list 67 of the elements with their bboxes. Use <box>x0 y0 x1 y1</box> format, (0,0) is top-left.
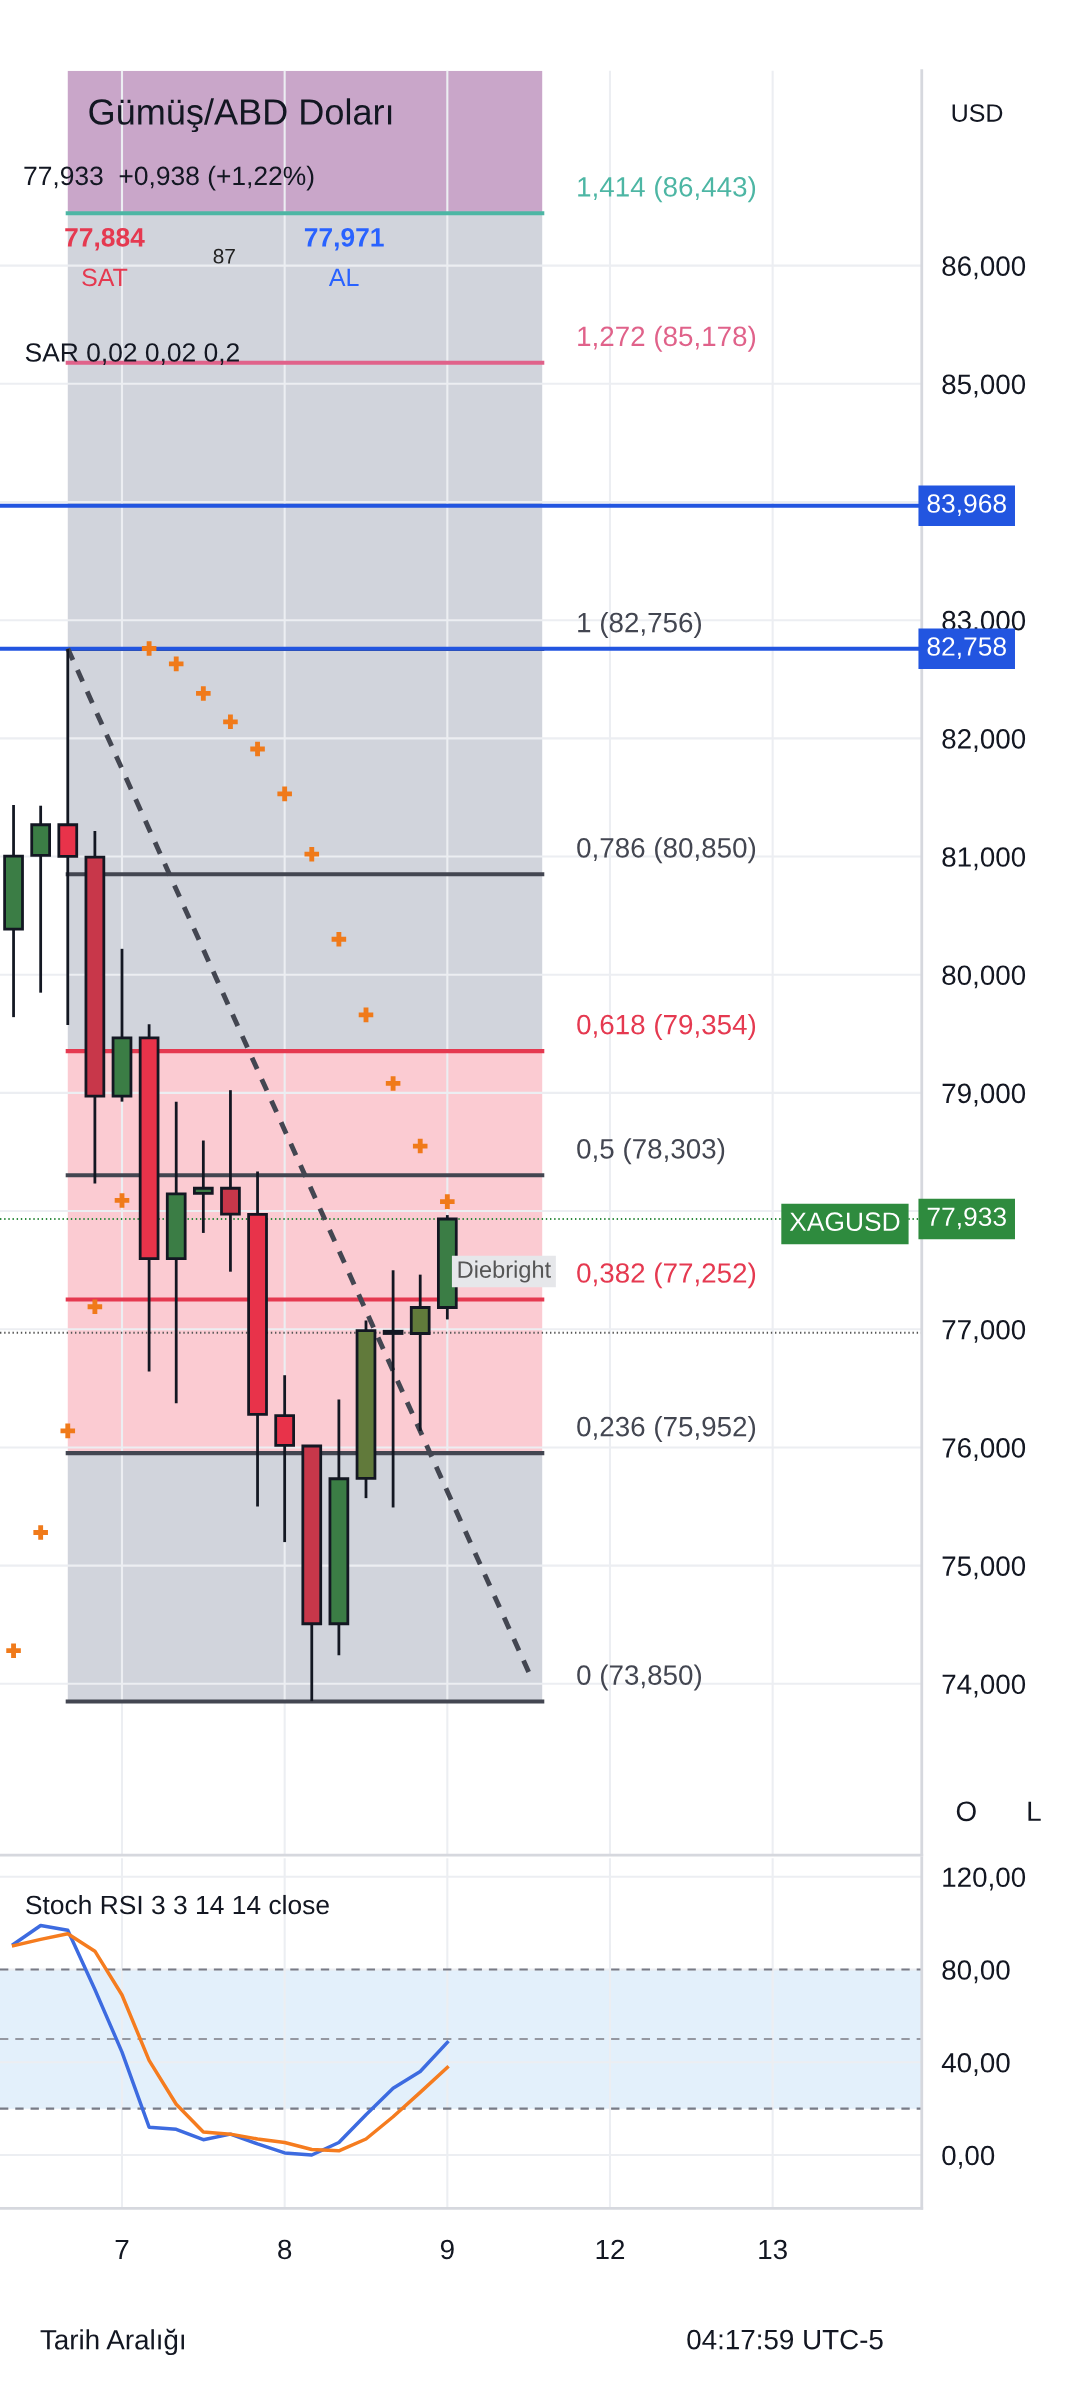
y-tick-label: 76,000 <box>942 1438 1026 1462</box>
y-tick-label: 80,00 <box>942 1960 1010 1984</box>
point <box>60 1423 76 1439</box>
y-tick-label: 81,000 <box>942 847 1026 871</box>
x-tick-label: 8 <box>278 2239 292 2260</box>
ref-line-label: 1,414 (86,443) <box>578 176 756 203</box>
text: Gümüş/ABD Doları <box>89 98 392 133</box>
annotation: SAR 0,02 0,02 0,2 <box>25 343 239 365</box>
text: USD <box>952 104 1003 122</box>
point <box>6 1643 21 1658</box>
point <box>33 1525 48 1540</box>
ref-line-label: 0,5 (78,303) <box>577 1138 725 1165</box>
text: 77,933 +0,938 (+1,22%) <box>24 165 314 191</box>
point <box>358 1007 374 1023</box>
ref-line-label: 83,968 <box>927 494 1006 516</box>
text: O <box>956 1801 976 1822</box>
annotation: AL <box>328 268 359 286</box>
ref-line-label: 1,272 (85,178) <box>578 325 756 352</box>
point <box>277 786 292 802</box>
annotation: 87 <box>213 248 235 264</box>
point <box>331 931 347 947</box>
y-tick-label: 0,00 <box>942 2145 995 2169</box>
ref-line-label: 0,786 (80,850) <box>577 837 756 864</box>
annotation: Diebright <box>458 1260 551 1283</box>
ref-line-label: 0,236 (75,952) <box>577 1416 756 1442</box>
y-tick-label: 82,000 <box>942 729 1026 752</box>
text: Stoch RSI 3 3 14 14 close <box>26 1894 329 1915</box>
point <box>87 1299 103 1315</box>
annotation: 77,884 <box>65 227 145 251</box>
y-tick-label: 75,000 <box>942 1556 1026 1580</box>
y-tick-label: 74,000 <box>942 1674 1026 1698</box>
point <box>141 641 157 656</box>
point <box>385 1076 401 1091</box>
y-tick-label: 40,00 <box>941 2052 1010 2076</box>
point <box>412 1138 428 1154</box>
ref-line-label: 1 (82,756) <box>578 612 702 638</box>
annotation: 77,971 <box>304 227 384 251</box>
y-tick-label: 85,000 <box>942 374 1026 398</box>
ref-line-label: 0,382 (77,252) <box>577 1262 756 1289</box>
x-tick-label: 12 <box>596 2239 625 2260</box>
candlestick <box>57 647 79 1027</box>
y-tick-label: 77,000 <box>942 1319 1026 1343</box>
point <box>223 714 238 730</box>
candlestick <box>192 1139 214 1235</box>
x-tick-label: 9 <box>440 2239 454 2260</box>
ref-line-label: 0,618 (79,354) <box>577 1014 756 1040</box>
point <box>196 686 211 701</box>
annotation: SAT <box>82 268 128 287</box>
point <box>304 846 320 862</box>
point <box>114 1193 130 1208</box>
y-tick-label: 86,000 <box>942 256 1026 280</box>
annotation: XAGUSD <box>789 1212 900 1232</box>
ref-line-label: 0 (73,850) <box>577 1664 702 1691</box>
text: 04:17:59 UTC-5 <box>687 2329 883 2350</box>
y-tick-label: 120,00 <box>943 1867 1026 1891</box>
point <box>168 656 184 672</box>
x-tick-label: 7 <box>115 2239 129 2260</box>
ref-line-label: 77,933 <box>927 1207 1006 1230</box>
point <box>250 741 265 757</box>
ref-line-label: 82,758 <box>927 637 1006 659</box>
text: L <box>1028 1801 1041 1821</box>
text: Tarih Aralığı <box>40 2328 184 2356</box>
x-tick-label: 13 <box>759 2239 787 2260</box>
y-tick-label: 79,000 <box>942 1083 1026 1107</box>
point <box>440 1194 455 1209</box>
candlestick <box>382 1268 404 1509</box>
y-tick-label: 80,000 <box>942 965 1026 989</box>
